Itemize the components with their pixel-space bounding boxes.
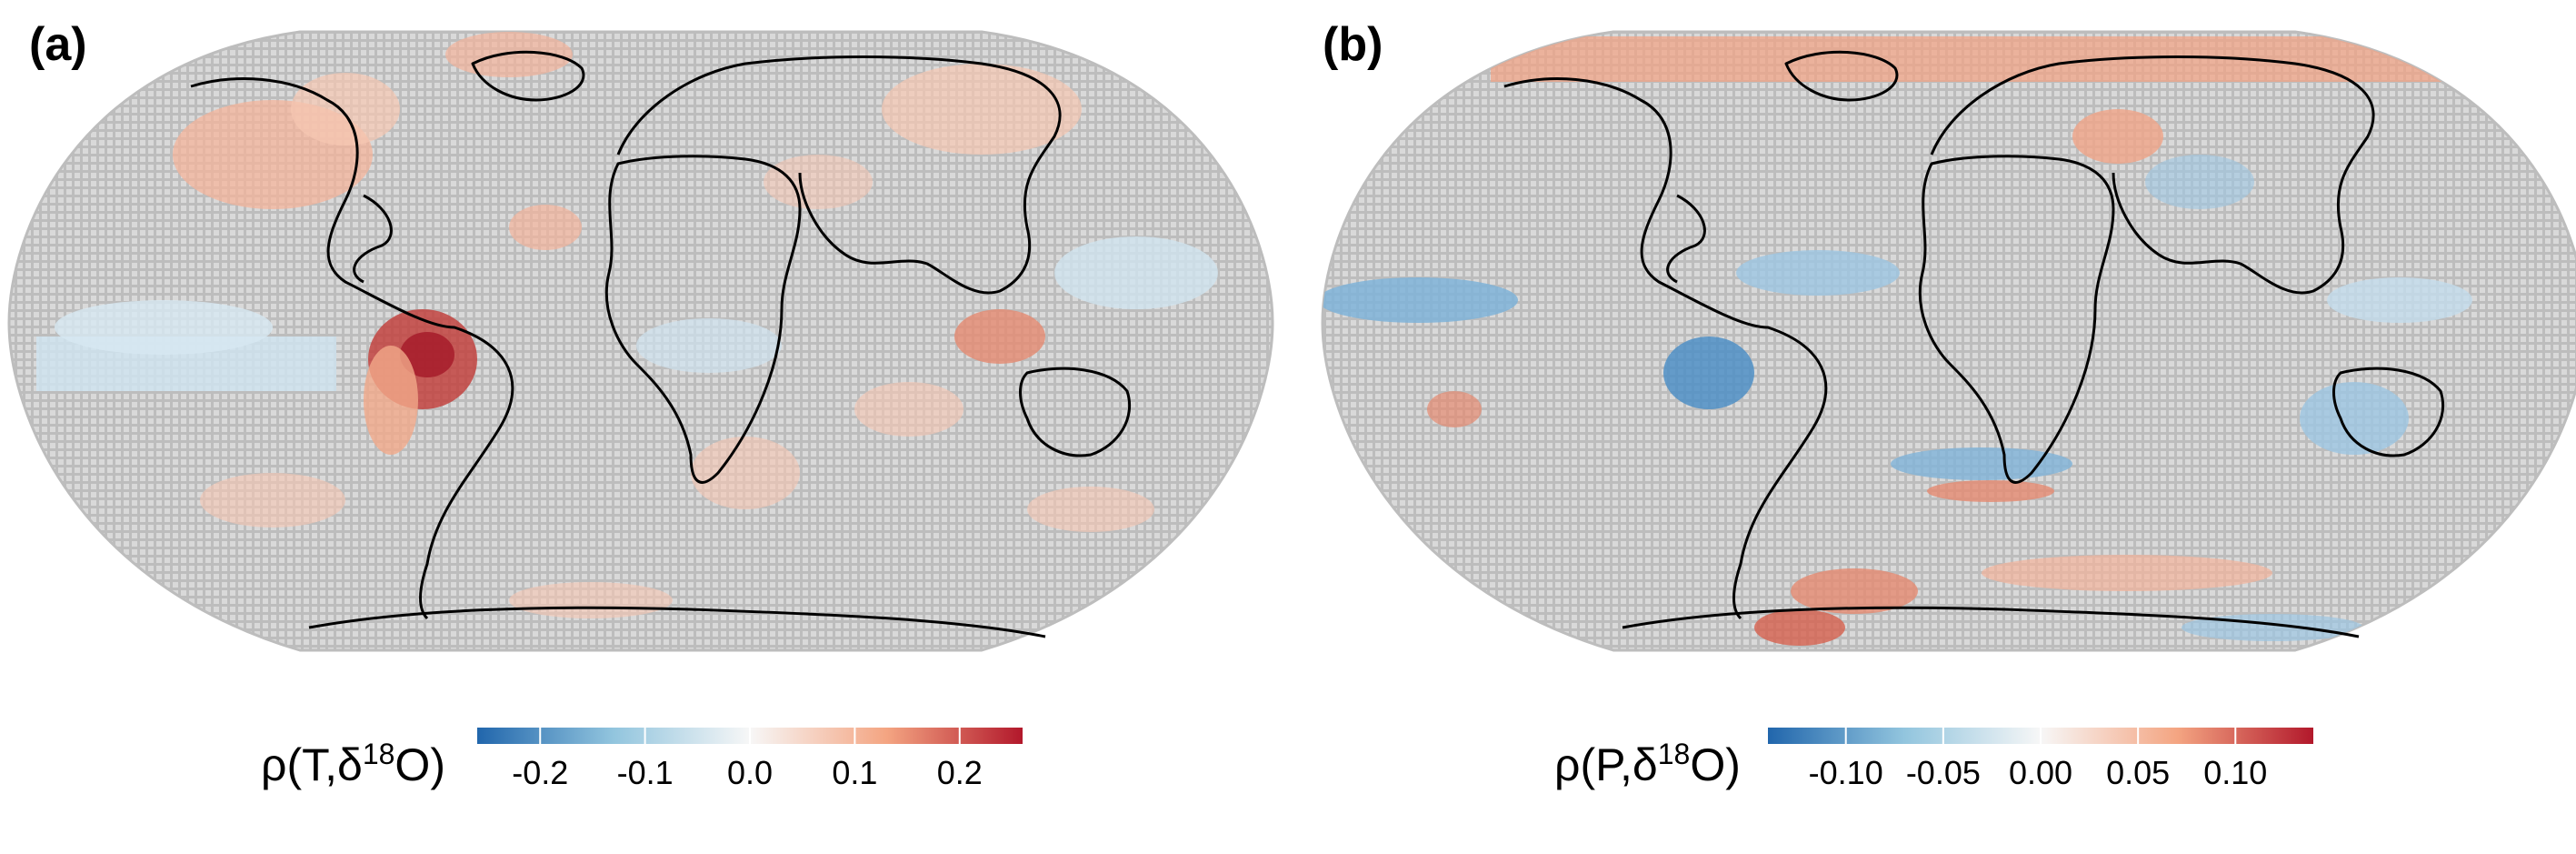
panel-b-map-background bbox=[1321, 30, 2576, 652]
panel-a-colorbar-ticks: -0.2 -0.1 0.0 0.1 0.2 bbox=[512, 728, 983, 791]
colorbar-tick-label: 0.00 bbox=[2009, 754, 2072, 791]
colorbar-tick-label: 0.1 bbox=[832, 754, 877, 791]
colorbar-tick-label: 0.10 bbox=[2203, 754, 2267, 791]
panel-a-anomaly-cells bbox=[36, 32, 1218, 618]
colorbar-tick-label: 0.05 bbox=[2106, 754, 2170, 791]
colorbar-tick-label: -0.2 bbox=[512, 754, 568, 791]
colorbar-tick-label: -0.1 bbox=[617, 754, 674, 791]
colorbar-tick-label: 0.0 bbox=[727, 754, 773, 791]
panel-b-anomaly-cells bbox=[1323, 36, 2472, 646]
panel-b-colorbar-title: ρ(P,δ18O) bbox=[1554, 738, 1741, 790]
panel-b-coastlines bbox=[1503, 50, 2445, 638]
panel-b-colorbar-ticks: -0.10 -0.05 0.00 0.05 0.10 bbox=[1809, 728, 2267, 791]
panel-b-map bbox=[1321, 30, 2576, 652]
panel-b-label: (b) bbox=[1323, 18, 1383, 71]
panel-a-label: (a) bbox=[29, 18, 87, 71]
colorbar-tick-label: -0.10 bbox=[1809, 754, 1883, 791]
panel-a-colorbar-title: ρ(T,δ18O) bbox=[261, 738, 445, 790]
colorbar-tick-label: -0.05 bbox=[1906, 754, 1981, 791]
colorbar-tick-label: 0.2 bbox=[937, 754, 983, 791]
panel-a-coastlines bbox=[190, 50, 1132, 638]
panel-a-map bbox=[7, 30, 1274, 652]
panel-a-colorbar: ρ(T,δ18O) -0.2 -0.1 0.0 0.1 0.2 bbox=[261, 728, 1023, 791]
panel-b-colorbar: ρ(P,δ18O) -0.10 -0.05 0.00 0.05 0.10 bbox=[1554, 728, 2313, 791]
